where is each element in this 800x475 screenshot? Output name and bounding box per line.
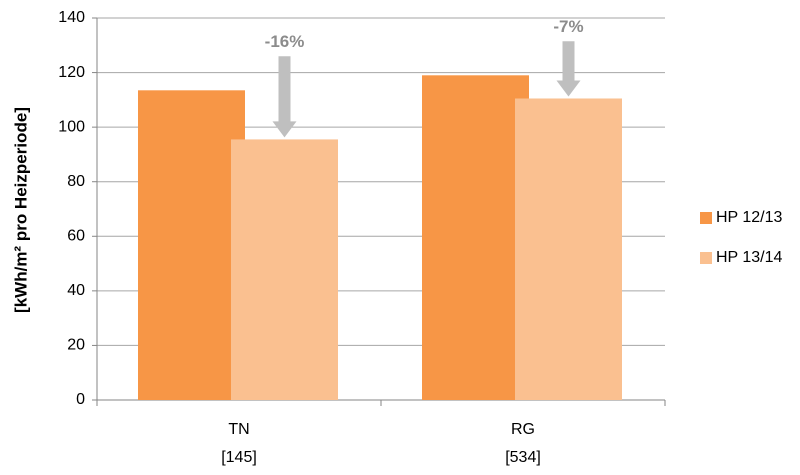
legend-label: HP 13/14 [716, 249, 783, 266]
bar [515, 98, 622, 400]
legend-swatch [700, 212, 712, 224]
x-tick-label: TN [145] [221, 421, 257, 466]
x-tick-label: RG [534] [505, 421, 541, 466]
legend-swatch [700, 252, 712, 264]
y-tick-label: 60 [67, 228, 85, 245]
bar [422, 75, 529, 401]
y-tick-label: 100 [58, 118, 85, 135]
bar [231, 139, 338, 400]
y-tick-label: 80 [67, 173, 85, 190]
y-tick-label: 140 [58, 9, 85, 26]
legend-label: HP 12/13 [716, 209, 783, 226]
y-tick-label: 20 [67, 337, 85, 354]
y-axis-label: [kWh/m² pro Heizperiode] [11, 107, 30, 313]
y-tick-label: 120 [58, 64, 85, 81]
y-tick-label: 40 [67, 282, 85, 299]
annotation: -16% [265, 32, 305, 51]
y-tick-label: 0 [76, 391, 85, 408]
bar [138, 90, 245, 401]
annotation-arrow [272, 56, 297, 138]
annotation: -7% [553, 17, 583, 36]
annotation-arrow [556, 41, 581, 97]
